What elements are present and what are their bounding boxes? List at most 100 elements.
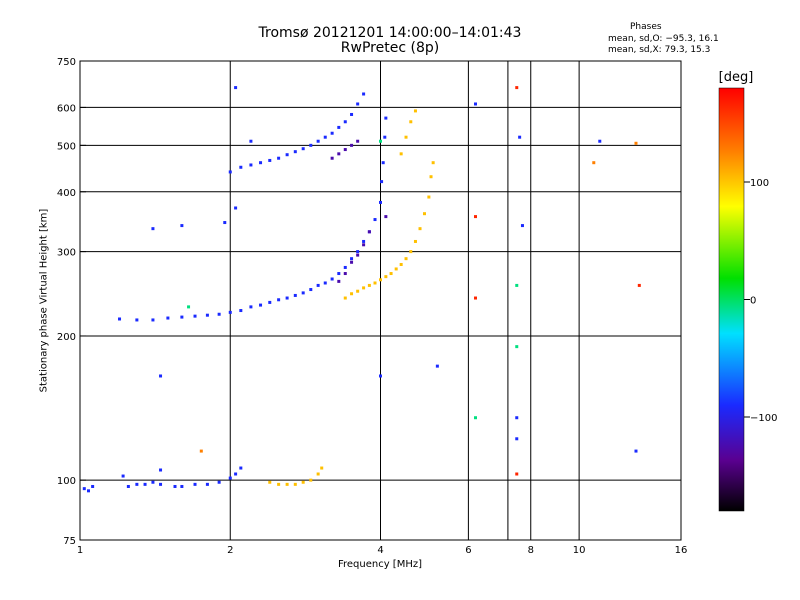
- data-point: [293, 482, 297, 486]
- data-point: [473, 416, 477, 420]
- data-point: [637, 283, 641, 287]
- data-point: [228, 170, 232, 174]
- data-point: [330, 277, 334, 281]
- y-tick-label: 600: [57, 103, 76, 114]
- data-point: [413, 109, 417, 113]
- data-point: [350, 257, 354, 261]
- y-tick-label: 400: [57, 188, 76, 199]
- data-point: [356, 253, 360, 257]
- data-point: [91, 484, 95, 488]
- x-tick-label: 6: [465, 545, 471, 556]
- data-point: [259, 303, 263, 307]
- data-point: [239, 466, 243, 470]
- data-point: [356, 139, 360, 143]
- data-point: [598, 139, 602, 143]
- y-axis-ticks: 75 100 200 300 400 500 600 750: [57, 57, 86, 547]
- data-point: [223, 221, 227, 225]
- data-point: [343, 296, 347, 300]
- data-point: [193, 314, 197, 318]
- data-point: [383, 135, 387, 139]
- data-point: [285, 482, 289, 486]
- data-point: [409, 250, 413, 254]
- data-point: [435, 364, 439, 368]
- data-point: [343, 265, 347, 269]
- data-point: [239, 165, 243, 169]
- data-point: [293, 150, 297, 154]
- data-point: [350, 292, 354, 296]
- x-axis-label: Frequency [MHz]: [337, 559, 423, 570]
- data-point: [285, 296, 289, 300]
- data-point: [159, 374, 163, 378]
- data-point: [82, 487, 86, 491]
- data-point: [362, 92, 366, 96]
- data-point: [249, 305, 253, 309]
- data-point: [431, 161, 435, 165]
- data-point: [394, 267, 398, 271]
- colorbar-ticks: 100 0 −100: [744, 178, 777, 424]
- data-point: [343, 272, 347, 276]
- data-point: [404, 135, 408, 139]
- data-point: [293, 293, 297, 297]
- data-point: [249, 163, 253, 167]
- data-points: [82, 86, 641, 493]
- grid-lines: [80, 61, 681, 540]
- data-point: [309, 288, 313, 292]
- data-point: [309, 478, 313, 482]
- data-point: [409, 120, 413, 124]
- colorbar-tick-label: −100: [750, 413, 777, 424]
- data-point: [187, 305, 191, 309]
- data-point: [337, 152, 341, 156]
- data-point: [330, 131, 334, 135]
- data-point: [367, 230, 371, 234]
- data-point: [520, 224, 524, 228]
- data-point: [515, 437, 519, 441]
- data-point: [380, 180, 384, 184]
- phase-o-stats: mean, sd,O: −95.3, 16.1: [608, 34, 719, 44]
- data-point: [173, 484, 177, 488]
- colorbar-tick-label: 0: [750, 296, 756, 307]
- data-point: [126, 484, 130, 488]
- data-point: [404, 257, 408, 261]
- data-point: [518, 135, 522, 139]
- data-point: [301, 147, 305, 151]
- data-point: [277, 482, 281, 486]
- data-point: [350, 260, 354, 264]
- data-point: [362, 286, 366, 290]
- data-point: [379, 139, 382, 143]
- data-point: [384, 116, 388, 120]
- data-point: [159, 482, 163, 486]
- data-point: [337, 272, 341, 276]
- data-point: [323, 281, 327, 285]
- colorbar: [718, 87, 745, 512]
- data-point: [309, 143, 313, 147]
- data-point: [384, 215, 388, 219]
- data-point: [427, 195, 431, 199]
- colorbar-tick-label: 100: [750, 178, 769, 189]
- data-point: [151, 480, 155, 484]
- y-tick-label: 200: [57, 332, 76, 343]
- data-point: [277, 156, 281, 160]
- data-point: [379, 278, 382, 282]
- data-point: [343, 148, 347, 152]
- y-tick-label: 300: [57, 248, 76, 259]
- data-point: [268, 158, 272, 162]
- data-point: [515, 472, 519, 476]
- data-point: [413, 239, 417, 243]
- data-point: [381, 161, 385, 165]
- data-point: [356, 102, 360, 106]
- data-point: [205, 482, 209, 486]
- data-point: [356, 289, 360, 293]
- data-point: [268, 300, 272, 304]
- data-point: [234, 86, 238, 90]
- data-point: [228, 476, 232, 480]
- data-point: [350, 112, 354, 116]
- plot-frame: [79, 60, 682, 541]
- colorbar-unit: [deg]: [718, 70, 754, 85]
- data-point: [259, 161, 263, 165]
- data-point: [422, 212, 426, 216]
- chart-subtitle: RwPretec (8p): [340, 40, 440, 56]
- data-point: [362, 243, 366, 247]
- y-tick-label: 100: [57, 476, 76, 487]
- data-point: [330, 156, 334, 160]
- phase-heading: Phases: [630, 22, 662, 32]
